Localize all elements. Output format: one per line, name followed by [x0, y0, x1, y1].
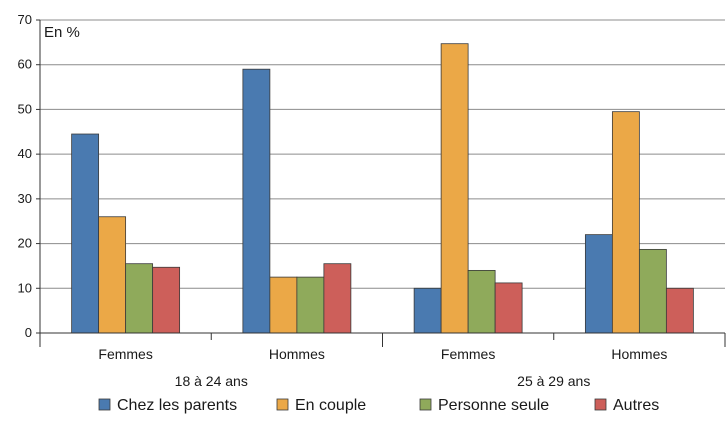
bar: [494, 282, 523, 334]
y-tick-label: 0: [25, 325, 32, 340]
bar: [665, 287, 694, 334]
y-tick-label: 20: [18, 236, 32, 251]
labels: En % 0 10 20 30 40 50 60 70 Femmes Hommes Femmes Ho…: [18, 12, 668, 389]
category-label: Femmes: [441, 346, 495, 362]
bar: [269, 276, 298, 334]
gridlines: [40, 19, 725, 289]
bar: [125, 263, 154, 334]
legend-label: Personne seule: [438, 397, 549, 414]
legend-swatch: [594, 398, 607, 411]
y-tick-label: 70: [18, 12, 32, 27]
category-label: Hommes: [269, 346, 325, 362]
legend-swatch: [419, 398, 432, 411]
y-tick-label: 60: [18, 57, 32, 72]
bar: [440, 43, 469, 334]
y-tick-label: 30: [18, 191, 32, 206]
bars: [71, 43, 694, 334]
y-tick-label: 10: [18, 280, 32, 295]
y-tick-label: 40: [18, 146, 32, 161]
axes: [36, 19, 726, 347]
bar: [467, 269, 496, 334]
category-label: Femmes: [98, 346, 152, 362]
bar: [242, 68, 271, 334]
bar: [98, 216, 127, 334]
group-label: 25 à 29 ans: [517, 373, 590, 389]
y-tick-label: 50: [18, 101, 32, 116]
bar: [584, 234, 613, 334]
legend-swatch: [98, 398, 111, 411]
bar: [611, 111, 640, 334]
legend-label: Autres: [613, 397, 659, 414]
legend-label: Chez les parents: [117, 397, 237, 414]
bar: [413, 287, 442, 334]
bar: [71, 133, 100, 334]
category-label: Hommes: [611, 346, 667, 362]
bar: [638, 248, 667, 334]
bar: [152, 266, 181, 334]
group-label: 18 à 24 ans: [175, 373, 248, 389]
bar: [323, 263, 352, 334]
legend: Chez les parents En couple Personne seule A…: [98, 397, 659, 414]
legend-swatch: [276, 398, 289, 411]
legend-label: En couple: [295, 397, 366, 414]
unit-label: En %: [44, 24, 80, 41]
bar: [296, 276, 325, 334]
